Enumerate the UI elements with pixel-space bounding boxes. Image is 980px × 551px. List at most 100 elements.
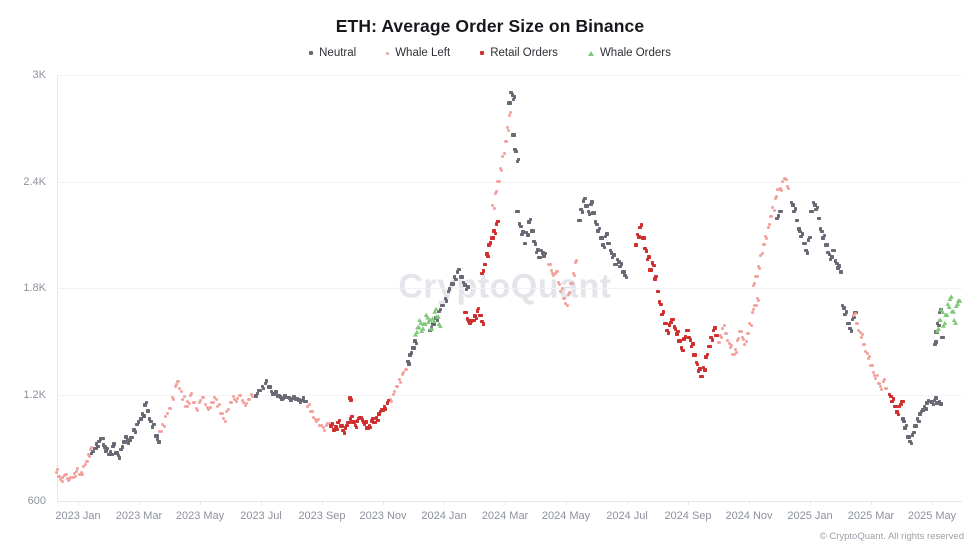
data-point-neutral — [289, 398, 293, 403]
data-point-neutral — [619, 262, 624, 266]
data-point-whale_left — [400, 372, 404, 376]
data-point-whale_left — [574, 261, 578, 265]
data-point-whale_left — [858, 331, 862, 334]
data-point-neutral — [130, 435, 135, 440]
data-point-whale_left — [505, 140, 508, 144]
y-gridline — [57, 288, 962, 289]
data-point-whale_orders — [434, 314, 440, 319]
data-point-whale_left — [171, 398, 175, 402]
data-point-neutral — [534, 250, 539, 254]
data-point-whale_left — [310, 410, 314, 414]
legend-item-whale-left[interactable]: Whale Left — [386, 47, 450, 59]
data-point-neutral — [586, 209, 591, 214]
data-point-neutral — [918, 412, 922, 416]
data-point-neutral — [612, 253, 616, 257]
data-point-whale_left — [717, 341, 721, 345]
data-point-whale_left — [232, 397, 236, 401]
data-point-neutral — [278, 395, 283, 399]
data-point-neutral — [101, 436, 105, 441]
data-point-retail — [348, 417, 353, 421]
data-point-neutral — [254, 394, 258, 398]
data-point-retail — [635, 232, 640, 237]
data-point-neutral — [94, 442, 99, 446]
data-point-neutral — [798, 229, 802, 234]
data-point-retail — [385, 401, 390, 405]
data-point-retail — [474, 316, 478, 321]
data-point-whale_left — [718, 333, 722, 337]
data-point-neutral — [463, 283, 467, 287]
data-point-whale_left — [226, 407, 230, 411]
data-point-retail — [359, 415, 364, 420]
legend-item-whale-orders[interactable]: Whale Orders — [587, 47, 671, 59]
data-point-neutral — [847, 321, 851, 325]
data-point-whale_orders — [436, 321, 442, 326]
data-point-whale_left — [68, 478, 72, 482]
data-point-neutral — [776, 214, 781, 218]
data-point-whale_left — [748, 321, 752, 325]
data-point-neutral — [105, 446, 110, 451]
data-point-whale_left — [175, 383, 178, 386]
data-point-whale_left — [755, 275, 759, 279]
data-point-neutral — [832, 248, 837, 253]
data-point-whale_orders — [413, 332, 419, 337]
data-point-neutral — [925, 401, 929, 405]
x-axis-tickmark — [688, 501, 689, 505]
data-point-retail — [480, 319, 484, 324]
x-axis-tick-label: 2024 Jan — [421, 510, 467, 522]
data-point-neutral — [601, 243, 605, 247]
data-point-neutral — [826, 250, 830, 254]
data-point-neutral — [830, 255, 834, 259]
data-point-retail — [464, 310, 469, 315]
data-point-neutral — [441, 303, 446, 308]
data-point-neutral — [437, 309, 441, 314]
data-point-neutral — [917, 419, 921, 424]
data-point-whale_left — [853, 312, 857, 315]
data-point-retail — [889, 394, 893, 399]
data-point-whale_orders — [425, 319, 431, 325]
legend-item-neutral[interactable]: Neutral — [309, 47, 356, 59]
data-point-whale_left — [196, 409, 200, 413]
data-point-neutral — [596, 229, 600, 233]
data-point-whale_left — [199, 398, 203, 402]
legend-item-retail-orders[interactable]: Retail Orders — [480, 47, 558, 59]
data-point-neutral — [907, 435, 911, 439]
data-point-neutral — [902, 419, 906, 424]
data-point-neutral — [908, 439, 912, 444]
data-point-whale_left — [207, 408, 211, 412]
data-point-retail — [656, 289, 661, 294]
data-point-whale_left — [727, 341, 731, 345]
data-point-whale_orders — [934, 328, 940, 334]
data-point-whale_left — [194, 406, 198, 410]
data-point-whale_left — [202, 396, 206, 400]
data-point-neutral — [513, 147, 517, 152]
data-point-whale_left — [65, 473, 69, 477]
data-point-whale_left — [747, 332, 751, 336]
data-point-whale_left — [217, 402, 221, 406]
data-point-neutral — [600, 236, 604, 240]
data-point-retail — [479, 313, 483, 317]
data-point-retail — [665, 328, 669, 333]
x-axis-tickmark — [932, 501, 933, 505]
data-point-retail — [887, 392, 892, 396]
data-point-retail — [703, 368, 707, 372]
data-point-whale_left — [229, 401, 233, 405]
data-point-neutral — [292, 394, 296, 399]
data-point-neutral — [821, 236, 825, 240]
data-point-whale_orders — [431, 318, 437, 324]
data-point-retail — [493, 231, 498, 236]
data-point-neutral — [140, 412, 145, 416]
data-point-whale_left — [208, 406, 212, 410]
data-point-whale_left — [752, 308, 756, 312]
data-point-whale_left — [248, 397, 252, 401]
data-point-whale_left — [159, 429, 163, 433]
data-point-whale_left — [756, 264, 760, 268]
data-point-whale_left — [204, 403, 208, 407]
data-point-retail — [666, 331, 671, 335]
data-point-whale_left — [225, 410, 229, 414]
data-point-whale_left — [86, 452, 90, 456]
data-point-neutral — [152, 422, 156, 427]
data-point-retail — [899, 402, 903, 407]
data-point-retail — [661, 310, 666, 314]
x-axis-tick-label: 2025 Jan — [787, 510, 833, 522]
